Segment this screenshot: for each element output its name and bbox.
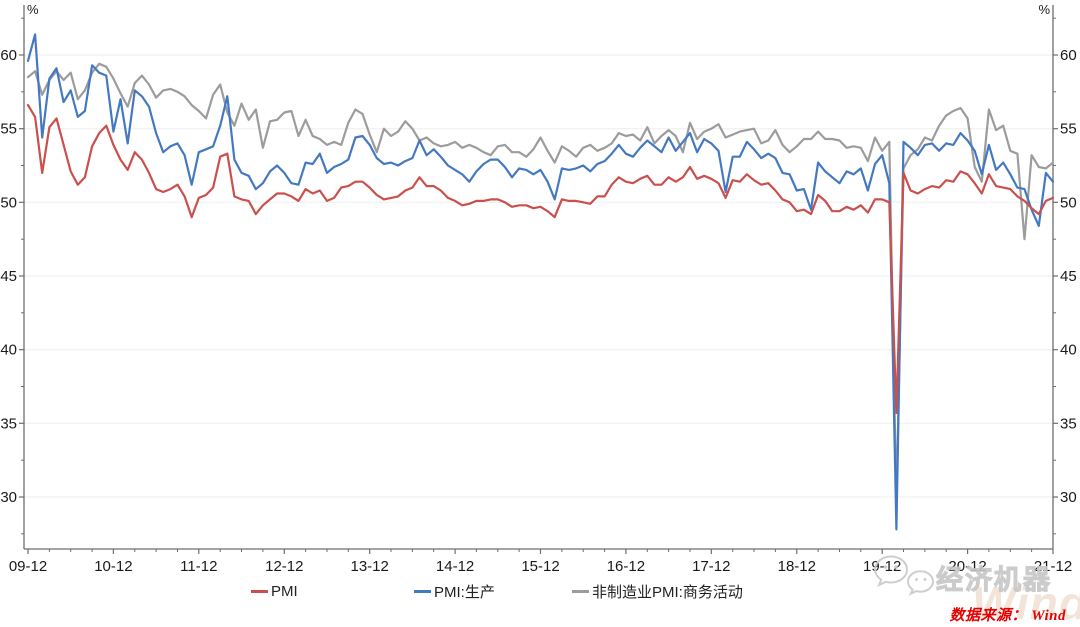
x-axis-tick-label: 18-12: [778, 558, 816, 575]
y-axis-tick-label: 60: [0, 47, 17, 64]
y-axis-tick-label: 55: [1060, 121, 1077, 138]
y-axis-tick-label: 30: [1060, 489, 1077, 506]
legend-swatch-pmi-production: [414, 589, 431, 593]
y-axis-unit-label: %: [1038, 2, 1050, 17]
x-axis-tick-label: 12-12: [265, 558, 303, 575]
y-axis-tick-label: 50: [0, 194, 17, 211]
wechat-watermark: 经济机器: [874, 554, 1052, 600]
series-line-pmi: [26, 103, 1055, 415]
x-axis-tick-label: 11-12: [180, 558, 217, 575]
legend-swatch-pmi: [251, 589, 268, 593]
y-axis-unit-label: %: [27, 2, 39, 17]
x-axis-tick-label: 09-12: [9, 558, 47, 575]
y-axis-tick-label: 55: [0, 121, 17, 138]
wechat-icon: [874, 555, 935, 596]
y-axis-tick-label: 30: [0, 489, 17, 506]
y-axis-tick-label: 60: [1060, 47, 1077, 64]
brand-watermark-text: 经济机器: [936, 564, 1052, 595]
series-line-nonmfg-business-activity: [26, 62, 1055, 504]
y-axis-tick-label: 45: [1060, 268, 1077, 285]
y-axis-tick-label: 40: [0, 342, 17, 359]
y-axis-tick-label: 35: [0, 415, 17, 432]
x-axis-tick-label: 16-12: [607, 558, 645, 575]
x-axis-tick-label: 14-12: [436, 558, 474, 575]
y-axis-tick-label: 50: [1060, 194, 1077, 211]
y-axis-tick-label: 35: [1060, 415, 1077, 432]
x-axis-tick-label: 17-12: [692, 558, 730, 575]
legend-item-pmi-production: PMI:生产: [414, 581, 495, 601]
data-source-label: 数据来源： Wind: [949, 608, 1066, 624]
legend-label-nonmfg: 非制造业PMI:商务活动: [592, 583, 743, 601]
y-axis-tick-label: 40: [1060, 342, 1077, 359]
chart-legend: PMI PMI:生产 非制造业PMI:商务活动: [0, 581, 1080, 601]
x-axis-tick-label: 13-12: [351, 558, 389, 575]
legend-label-pmi: PMI: [271, 582, 298, 600]
x-axis-tick-label: 19-12: [863, 558, 901, 575]
x-axis-tick-label: 10-12: [94, 558, 132, 575]
series-line-pmi-production: [26, 33, 1055, 531]
legend-label-pmi-production: PMI:生产: [434, 583, 495, 601]
x-axis-tick-label: 15-12: [521, 558, 559, 575]
legend-item-nonmfg-business-activity: 非制造业PMI:商务活动: [572, 581, 743, 601]
wind-brand-watermark: Wind: [972, 577, 1080, 627]
legend-swatch-nonmfg: [572, 589, 589, 593]
x-axis-tick-label: 21-12: [1034, 558, 1072, 575]
x-axis-tick-label: 20-12: [948, 558, 986, 575]
y-axis-tick-label: 45: [0, 268, 17, 285]
legend-item-pmi: PMI: [251, 581, 298, 601]
